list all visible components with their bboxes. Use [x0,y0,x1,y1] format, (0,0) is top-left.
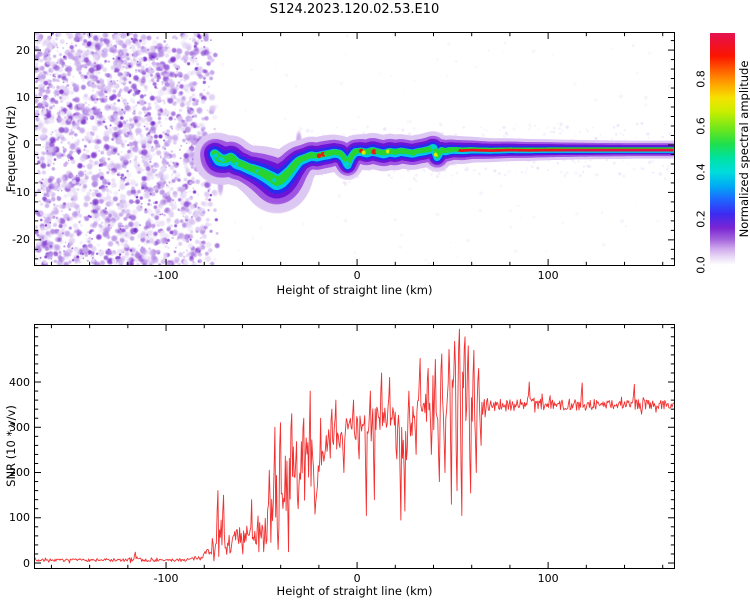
tick-label: 0 [23,556,30,570]
tick-label: 0.6 [694,117,708,135]
spectrogram-canvas [35,33,674,265]
colorbar [710,33,735,265]
spectrogram-x-axis-label: Height of straight line (km) [276,283,433,297]
tick-label: 100 [537,572,559,585]
tick-label: 0 [353,269,361,282]
tick-label: 400 [9,375,30,389]
figure-title: S124.2023.120.02.53.E10 [269,2,440,17]
tick-label: -100 [153,269,179,282]
tick-label: -100 [153,572,179,585]
tick-label: 0.2 [694,209,708,228]
tick-label: 0 [23,138,30,152]
tick-label: 0.8 [694,70,708,89]
tick-label: 100 [537,269,559,282]
tick-label: 0.4 [694,163,708,181]
colorbar-label: Normalized spectral amplitude [737,60,750,238]
tick-label: 100 [9,511,30,525]
tick-label: 0 [353,572,361,585]
tick-label: 200 [9,466,30,480]
tick-label: 300 [9,420,30,434]
tick-label: 20 [16,43,30,57]
tick-label: 0.0 [694,256,708,274]
tick-label: -20 [12,233,30,247]
snr-canvas [35,325,674,568]
snr-x-axis-label: Height of straight line (km) [276,584,433,598]
tick-label: 10 [16,91,30,105]
tick-label: -10 [12,185,30,199]
